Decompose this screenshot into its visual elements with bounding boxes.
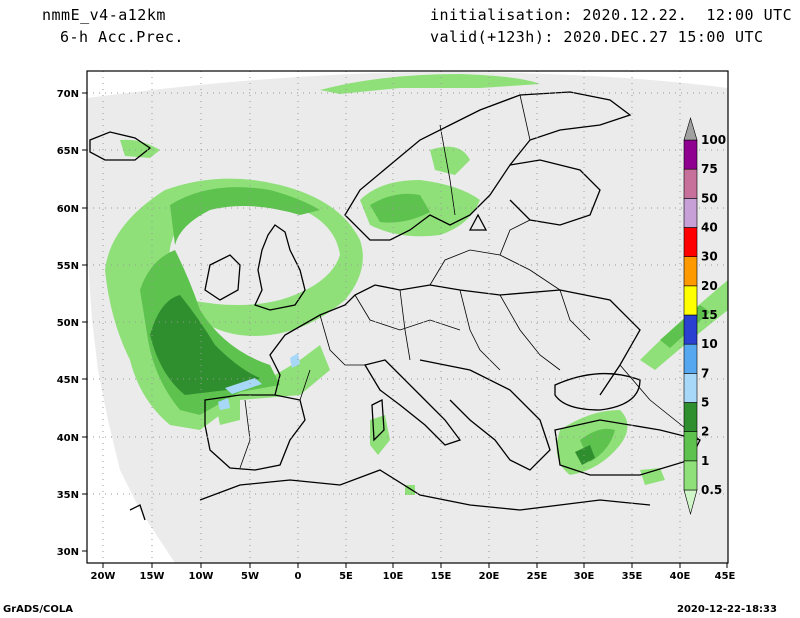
lon-label: 15W [140, 571, 165, 582]
colorbar-label: 40 [701, 221, 718, 235]
colorbar-label: 75 [701, 162, 718, 176]
lon-label: 30E [574, 571, 595, 582]
precip-layer-blue [218, 353, 300, 410]
lat-label: 40N [57, 433, 79, 444]
colorbar-swatch [683, 168, 698, 199]
map-frame [86, 70, 729, 564]
lon-label: 20E [479, 571, 500, 582]
footer-timestamp: 2020-12-22-18:33 [677, 604, 777, 615]
colorbar-swatch [683, 373, 698, 403]
colorbar-swatch [683, 139, 698, 170]
lat-label: 30N [57, 547, 79, 558]
colorbar-swatch [683, 256, 698, 287]
map-body [87, 71, 728, 563]
colorbar-swatch [683, 343, 698, 374]
precip-layer-heavy [150, 295, 595, 465]
colorbar: 0.5 1 2 5 7 10 15 20 30 40 50 75 100 [683, 116, 726, 516]
colorbar-label: 7 [701, 366, 709, 380]
field-name: 6-h Acc.Prec. [60, 28, 184, 46]
lon-label: 15E [431, 571, 452, 582]
lon-label: 0 [295, 571, 302, 582]
colorbar-swatch [683, 285, 698, 316]
lat-label: 45N [57, 375, 79, 386]
colorbar-swatch [683, 116, 698, 141]
lat-label: 60N [57, 204, 79, 215]
borders [239, 94, 701, 469]
lat-label: 55N [57, 261, 79, 272]
longitude-labels: 20W 15W 10W 5W 0 5E 10E 15E 20E 25E 30E … [91, 571, 736, 582]
lon-label: 10W [189, 571, 214, 582]
colorbar-swatch [683, 227, 698, 257]
lon-label: 5E [339, 571, 353, 582]
lat-label: 50N [57, 318, 79, 329]
model-name: nmmE_v4-a12km [42, 6, 166, 24]
lat-label: 70N [57, 89, 79, 100]
colorbar-label: 15 [701, 308, 718, 322]
lon-label: 20W [91, 571, 116, 582]
colorbar-swatch [683, 402, 698, 432]
graticule [87, 71, 728, 563]
init-time: initialisation: 2020.12.22. 12:00 UTC [430, 6, 793, 24]
lat-label: 65N [57, 146, 79, 157]
lon-label: 40E [670, 571, 691, 582]
footer-credit: GrADS/COLA [3, 604, 73, 615]
colorbar-label: 100 [701, 133, 726, 147]
lon-label: 35E [622, 571, 643, 582]
colorbar-label: 5 [701, 396, 709, 410]
lon-label: 5W [241, 571, 259, 582]
colorbar-label: 10 [701, 337, 718, 351]
colorbar-label: 50 [701, 191, 718, 205]
lat-label: 35N [57, 490, 79, 501]
colorbar-swatch [683, 198, 698, 228]
valid-time: valid(+123h): 2020.DEC.27 15:00 UTC [430, 28, 764, 46]
colorbar-label: 2 [701, 425, 709, 439]
lon-label: 45E [715, 571, 736, 582]
axis-ticks [82, 92, 728, 568]
colorbar-swatch [683, 314, 698, 345]
colorbar-label: 20 [701, 279, 718, 293]
colorbar-swatch [683, 460, 698, 491]
lon-label: 10E [383, 571, 404, 582]
colorbar-label: 1 [701, 454, 709, 468]
colorbar-label: 30 [701, 250, 718, 264]
lon-label: 25E [527, 571, 548, 582]
latitude-labels: 70N 65N 60N 55N 50N 45N 40N 35N 30N [57, 89, 79, 558]
colorbar-label: 0.5 [701, 483, 722, 497]
colorbar-swatch [683, 431, 698, 462]
